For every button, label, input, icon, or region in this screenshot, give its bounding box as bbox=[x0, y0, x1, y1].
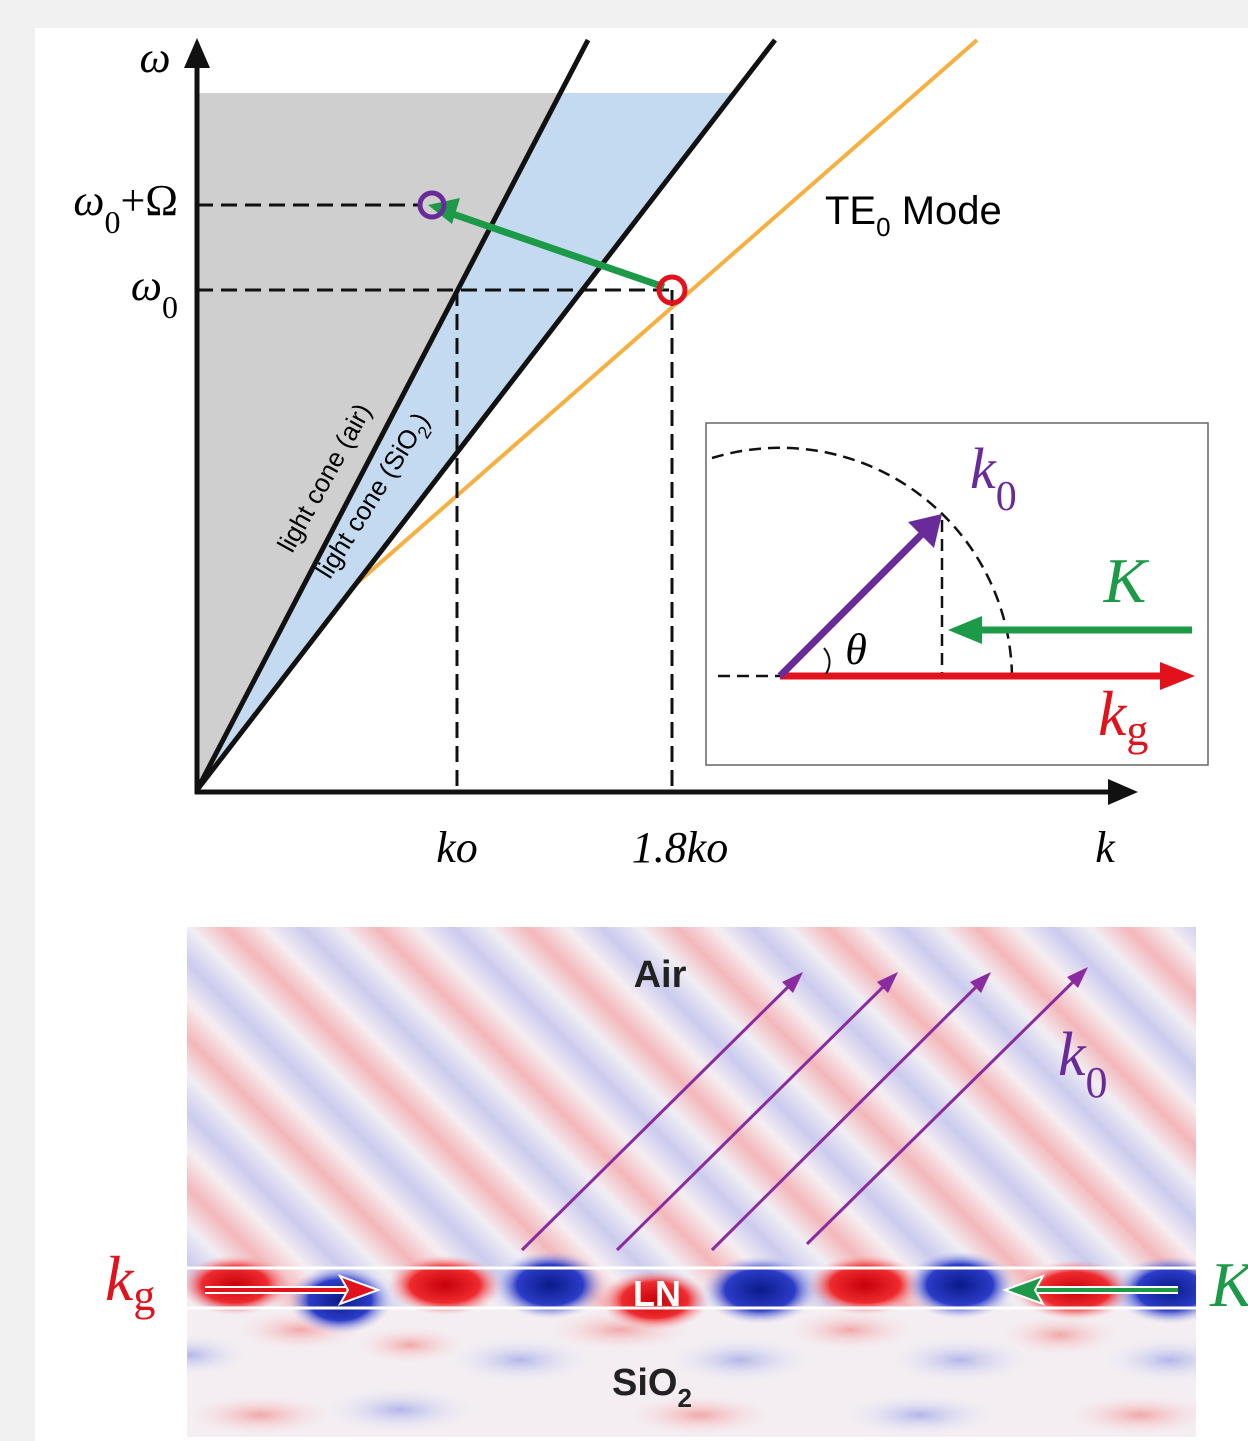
symbol: ω bbox=[131, 261, 162, 310]
text: SiO bbox=[612, 1362, 677, 1404]
sub: 0 bbox=[1086, 1058, 1108, 1107]
y-axis-label: ω bbox=[139, 33, 170, 82]
suffix: Mode bbox=[891, 189, 1002, 233]
sub: 2 bbox=[677, 1383, 691, 1413]
symbol: k bbox=[970, 436, 997, 501]
symbol: ω bbox=[73, 176, 104, 225]
x-tick-label: ko bbox=[436, 823, 478, 872]
inset-K-label: K bbox=[1103, 545, 1150, 616]
sub: 0 bbox=[162, 289, 178, 325]
body: ω ω0+Ω ω0 TE0 Mode light cone (air) ligh… bbox=[0, 0, 1248, 1441]
field-K-label: K bbox=[1209, 1249, 1248, 1320]
page: {"plot":{"y_axis":"ω","omega_shifted":{"… bbox=[0, 0, 1248, 1441]
suffix: +Ω bbox=[120, 176, 178, 225]
theta-label: θ bbox=[845, 625, 867, 674]
symbol: k bbox=[1058, 1021, 1087, 1089]
x-axis-label: k bbox=[1095, 823, 1116, 872]
symbol: k bbox=[1098, 678, 1128, 749]
text: TE bbox=[825, 189, 876, 233]
sub: g bbox=[133, 1271, 155, 1320]
sub: g bbox=[1126, 706, 1148, 755]
sub: 0 bbox=[876, 212, 890, 242]
figure: ω ω0+Ω ω0 TE0 Mode light cone (air) ligh… bbox=[0, 0, 1248, 1441]
sub: 0 bbox=[104, 204, 120, 240]
ln-label: LN bbox=[633, 1273, 681, 1314]
x-tick-label: 1.8ko bbox=[632, 823, 729, 872]
air-label: Air bbox=[634, 954, 687, 996]
sub: 0 bbox=[996, 474, 1017, 520]
symbol: k bbox=[105, 1243, 135, 1314]
